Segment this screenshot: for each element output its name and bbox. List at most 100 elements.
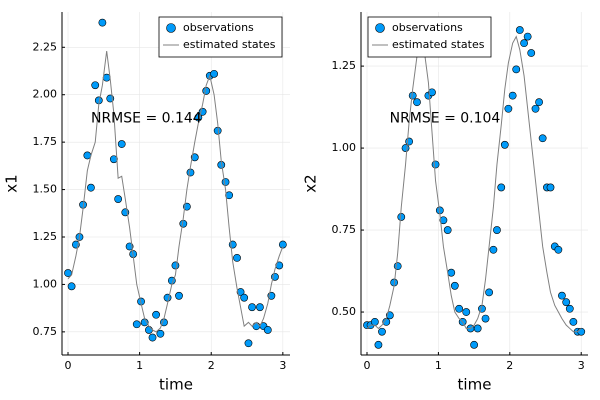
- observation-point: [443, 226, 452, 234]
- observation-point: [489, 245, 498, 254]
- observation-point: [156, 329, 165, 338]
- observation-point: [221, 178, 230, 186]
- observation-point: [481, 314, 490, 323]
- y-tick-label: 0.50: [332, 305, 357, 318]
- observation-point: [535, 98, 543, 107]
- legend-marker: [166, 23, 176, 33]
- observation-point: [263, 326, 272, 334]
- observation-point: [114, 195, 123, 203]
- y-tick-label: 1.50: [33, 183, 58, 196]
- x-tick-label: 0: [65, 359, 72, 372]
- observation-point: [233, 253, 241, 262]
- observation-point: [558, 291, 566, 300]
- y-tick-label: 1.25: [332, 59, 357, 72]
- observation-point: [515, 26, 524, 34]
- observation-point: [171, 261, 180, 270]
- x-tick-label: 1: [435, 359, 442, 372]
- annotation: NRMSE = 0.144: [91, 110, 202, 126]
- x-tick-label: 3: [279, 359, 286, 372]
- observation-point: [109, 155, 118, 164]
- observation-point: [244, 339, 253, 348]
- legend-box: [367, 16, 492, 58]
- x-tick-label: 1: [136, 359, 143, 372]
- observation-point: [378, 327, 386, 336]
- observation-point: [508, 91, 517, 100]
- observation-point: [455, 304, 464, 313]
- legend-label: observations: [183, 21, 254, 34]
- legend-marker: [375, 23, 385, 33]
- observation-point: [163, 293, 172, 302]
- y-tick-label: 2.25: [33, 40, 58, 53]
- observation-point: [202, 87, 211, 95]
- observation-point: [554, 245, 563, 254]
- observation-point: [497, 183, 506, 192]
- observation-point: [240, 293, 249, 302]
- observation-point: [236, 288, 245, 296]
- observation-point: [527, 49, 536, 57]
- observation-point: [520, 39, 528, 48]
- observation-point: [275, 261, 284, 270]
- y-tick-label: 1.00: [332, 141, 357, 154]
- observation-point: [512, 65, 521, 74]
- y-axis-label: x1: [3, 174, 21, 192]
- observation-point: [523, 32, 532, 41]
- observation-point: [91, 81, 100, 90]
- legend-label: estimated states: [392, 38, 485, 51]
- observation-point: [462, 308, 471, 316]
- observation-point: [493, 226, 501, 234]
- y-tick-label: 0.75: [33, 325, 58, 338]
- observation-point: [132, 320, 141, 329]
- y-tick-label: 1.00: [33, 277, 58, 290]
- observation-point: [546, 183, 555, 192]
- observation-point: [397, 213, 406, 221]
- observation-point: [504, 104, 513, 113]
- observation-point: [190, 153, 199, 162]
- observation-point: [485, 288, 494, 297]
- observation-point: [225, 191, 234, 200]
- legend-box: [158, 16, 283, 58]
- x-axis-label: time: [159, 376, 193, 394]
- observation-point: [439, 216, 448, 225]
- y-tick-label: 1.25: [33, 230, 58, 243]
- observation-point: [470, 340, 479, 349]
- observation-point: [562, 298, 571, 307]
- y-axis-label: x2: [302, 174, 320, 192]
- observation-point: [148, 333, 157, 342]
- observation-point: [374, 340, 383, 349]
- estimate-line: [67, 51, 284, 333]
- observation-point: [98, 18, 107, 27]
- observation-point: [256, 303, 264, 312]
- observation-point: [252, 322, 261, 331]
- y-tick-label: 2.00: [33, 88, 58, 101]
- y-tick-label: 0.75: [332, 223, 357, 236]
- y-tick-label: 1.75: [33, 135, 58, 148]
- observation-point: [67, 282, 76, 291]
- observation-point: [538, 134, 547, 143]
- observation-point: [87, 183, 95, 192]
- observation-point: [393, 262, 402, 271]
- observation-point: [102, 73, 111, 82]
- observation-point: [401, 144, 410, 152]
- observation-point: [152, 310, 160, 319]
- annotation: NRMSE = 0.104: [390, 110, 501, 126]
- legend-label: observations: [392, 21, 463, 34]
- observation-point: [431, 160, 440, 169]
- observation-point: [210, 69, 218, 78]
- observation-point: [450, 281, 459, 290]
- x-axis-label: time: [458, 376, 492, 394]
- observation-point: [370, 317, 379, 326]
- observation-point: [473, 324, 482, 333]
- observation-point: [278, 240, 287, 249]
- x-tick-label: 0: [363, 359, 370, 372]
- x-tick-label: 2: [506, 359, 513, 372]
- observation-point: [145, 326, 153, 334]
- observation-point: [117, 140, 126, 148]
- estimate-line: [366, 35, 582, 333]
- observation-point: [569, 317, 578, 326]
- observation-point: [500, 140, 509, 149]
- observation-point: [447, 268, 456, 277]
- legend-label: estimated states: [183, 38, 276, 51]
- x-tick-label: 2: [208, 359, 215, 372]
- observation-point: [175, 291, 183, 300]
- observation-point: [531, 104, 540, 113]
